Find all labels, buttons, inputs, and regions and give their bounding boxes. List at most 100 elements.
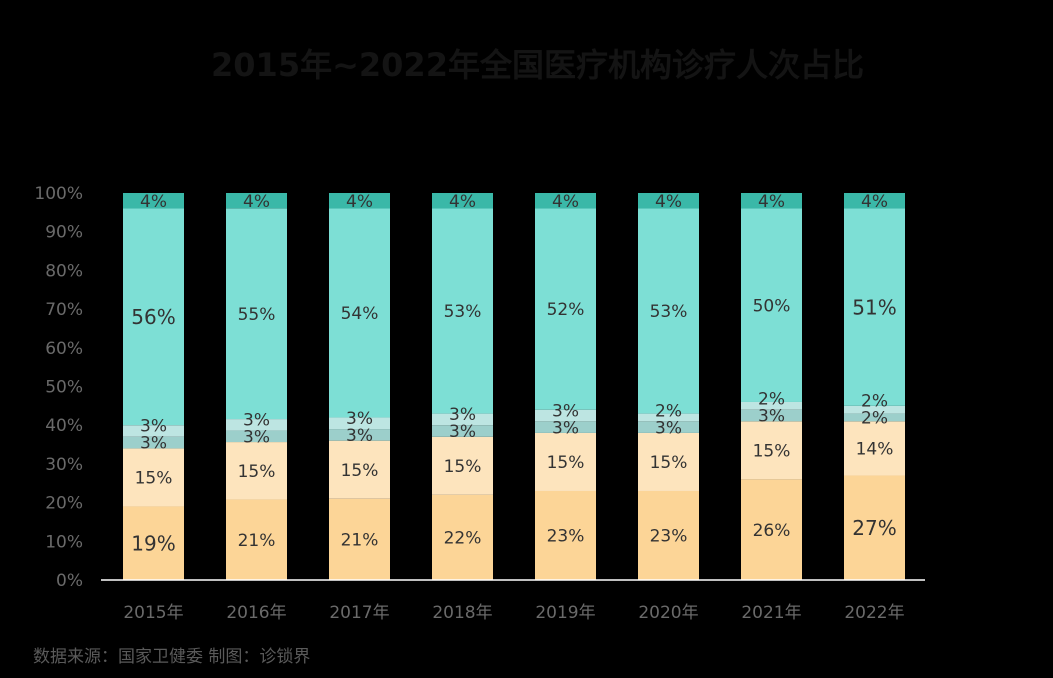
bar-segment [329,417,390,430]
data-label: 14% [856,440,894,460]
data-label: 56% [131,305,175,329]
bar-segment [432,494,493,580]
bar-segment [741,421,802,480]
data-label: 4% [758,192,785,212]
data-label: 21% [238,531,276,551]
bar-segment [432,193,493,209]
data-label: 4% [140,192,167,212]
data-label: 50% [753,296,791,316]
data-label: 15% [135,469,173,489]
x-tick-label: 2016年 [226,603,286,623]
data-label: 3% [243,410,270,430]
bar-segment [638,208,699,414]
data-label: 21% [341,530,379,550]
bar-stack: 27% 14% 2%2% 51% 4% [844,192,905,580]
bar-segment [844,208,905,406]
data-label: 3% [346,409,373,429]
bar-segment [123,448,184,507]
data-label: 53% [650,302,688,322]
y-tick-label: 80% [45,261,83,281]
bar-stack: 21% 15% 3%3% 54% 4% [329,192,390,580]
bar-segment [123,208,184,426]
bar-segment [226,430,287,443]
bar-segment [535,208,596,410]
bar-segment [432,413,493,426]
bar-segment [535,193,596,209]
bar-segment [123,425,184,437]
data-label: 3% [449,422,476,442]
bar-segment [329,193,390,209]
bar-segment [123,506,184,580]
data-label: 51% [852,295,896,319]
bar-stack: 22% 15% 3%3% 53% 4% [432,192,493,580]
bar-segment [226,499,287,580]
data-label: 4% [346,192,373,212]
y-tick-label: 0% [56,571,83,591]
bar-segment [329,498,390,580]
data-label: 15% [650,453,688,473]
bar-segment [123,193,184,209]
bar-segment [741,401,802,410]
bar-segment [844,421,905,476]
bar-stack: 19% 15% 3%3% 56% 4% [123,192,184,580]
bar-segment [226,208,287,420]
y-tick-label: 100% [34,184,83,204]
data-label: 53% [444,302,482,322]
data-label: 15% [444,457,482,477]
bar-segment [432,208,493,414]
bar-segment [844,405,905,414]
data-label: 2% [758,390,785,410]
bar-stack: 26% 15% 3%2% 50% 4% [741,192,802,580]
x-axis: 2015年 2016年 2017年 2018年 2019年 2020年 2021年 2022年 [101,579,925,623]
data-label: 26% [753,521,791,541]
bar-segment [741,208,802,402]
data-label: 3% [243,427,270,447]
bar-segment [226,193,287,209]
data-label: 2% [655,401,682,421]
data-label: 3% [552,418,579,438]
bar-segment [844,475,905,580]
data-label: 3% [655,418,682,438]
bar-segment [638,193,699,209]
x-tick-label: 2022年 [844,603,904,623]
bar-segment [535,490,596,580]
data-label: 15% [753,441,791,461]
y-axis: 0% 10% 20% 30% 40% 50% 60% 70% 80% 90% 100% [34,184,83,591]
data-label: 15% [341,461,379,481]
y-tick-label: 40% [45,416,83,436]
y-tick-label: 50% [45,378,83,398]
bar-segment [844,193,905,209]
bar-segment [741,479,802,580]
x-tick-label: 2021年 [741,603,801,623]
bars-group: 19%15%3%3%56%4%21%15%3%3%55%4%21%15%3%3%… [123,192,905,580]
bar-segment [638,432,699,491]
data-label: 4% [655,192,682,212]
data-label: 3% [449,405,476,425]
data-label: 3% [552,401,579,421]
x-tick-label: 2019年 [535,603,595,623]
bar-segment [535,432,596,491]
chart-title: 2015年~2022年全国医疗机构诊疗人次占比 [211,46,864,84]
data-label: 4% [243,192,270,212]
x-tick-label: 2015年 [123,603,183,623]
bar-segment [226,442,287,500]
bar-stack: 23% 15% 3%2% 53% 4% [638,192,699,580]
data-label: 23% [650,527,688,547]
data-label: 22% [444,529,482,549]
source-note: 数据来源：国家卫健委 制图：诊锁界 [33,647,311,667]
data-label: 4% [552,192,579,212]
bar-stack: 21% 15% 3%3% 55% 4% [226,192,287,580]
x-tick-label: 2018年 [432,603,492,623]
y-tick-label: 90% [45,223,83,243]
x-tick-label: 2020年 [638,603,698,623]
data-label: 2% [861,409,888,429]
bar-segment [638,413,699,422]
y-tick-label: 70% [45,300,83,320]
y-tick-label: 10% [45,532,83,552]
bar-segment [432,436,493,495]
bar-segment [432,425,493,437]
y-tick-label: 20% [45,494,83,514]
bar-segment [844,413,905,422]
data-label: 4% [449,192,476,212]
